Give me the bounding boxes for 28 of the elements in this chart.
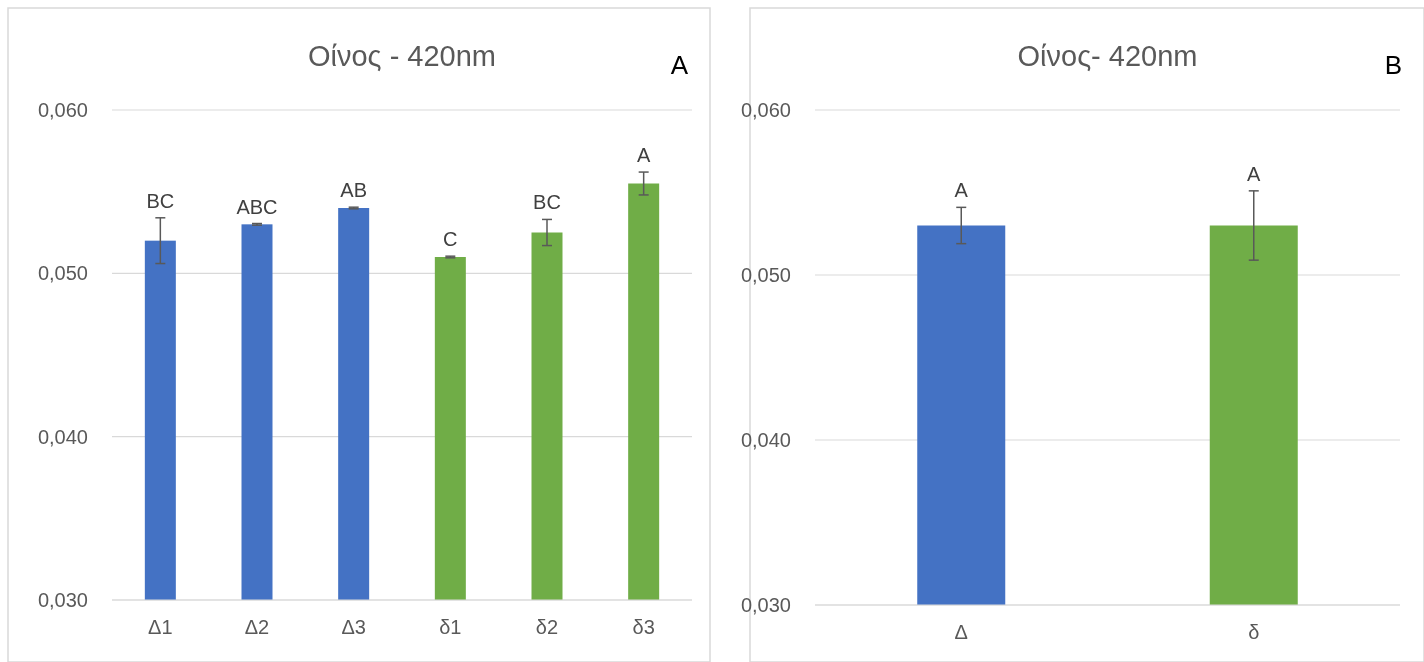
y-tick-label: 0,060 (740, 99, 791, 121)
annotation: A (636, 144, 651, 167)
x-tick-label: Δ3 (341, 616, 366, 638)
x-tick-label: δ2 (535, 616, 559, 638)
x-tick-label: Δ (954, 621, 968, 643)
text: A (670, 50, 689, 80)
annotation: ABC (236, 195, 278, 218)
x-tick-label: Δ2 (244, 616, 270, 638)
x-tick-label: δ3 (632, 616, 655, 638)
y-tick-label: 0,040 (740, 429, 791, 451)
x-tick-label: δ1 (439, 616, 462, 638)
annotation: A (1247, 162, 1262, 185)
chart-title: Οίνος- 420nm (1017, 40, 1198, 72)
annotation: A (954, 179, 969, 202)
y-tick-label: 0,050 (740, 264, 791, 286)
y-tick-label: 0,030 (37, 589, 88, 611)
x-tick-label: Δ1 (148, 616, 173, 638)
y-tick-label: 0,060 (37, 99, 88, 121)
annotation: BC (533, 191, 561, 214)
y-tick-label: 0,050 (37, 262, 88, 285)
y-tick-label: 0,040 (37, 425, 88, 448)
annotation: C (443, 228, 458, 251)
chart-title: Οίνος - 420nm (307, 40, 497, 72)
x-tick-label: δ (1248, 621, 1260, 643)
annotation: BC (146, 189, 175, 212)
text: B (1384, 50, 1402, 80)
annotation: AB (340, 179, 368, 202)
y-tick-label: 0,030 (740, 594, 791, 616)
